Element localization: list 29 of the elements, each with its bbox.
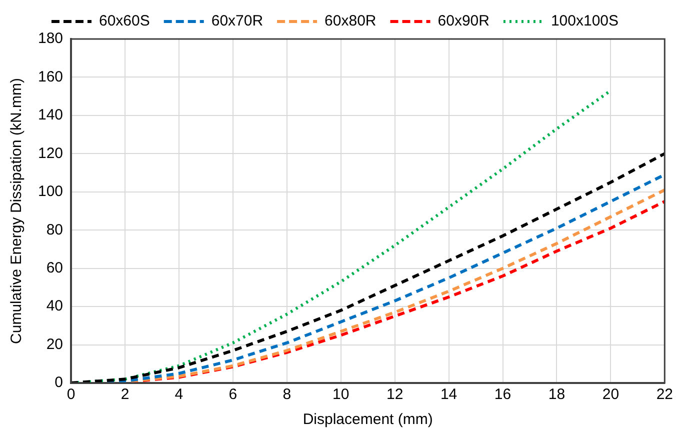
x-tick-label: 4 — [174, 386, 184, 404]
legend-label: 60x90R — [438, 12, 490, 30]
legend-label: 100x100S — [550, 12, 619, 30]
x-tick-label: 20 — [602, 386, 620, 404]
y-tick-label: 20 — [46, 336, 64, 353]
x-tick-label: 16 — [494, 386, 512, 404]
x-tick-label: 0 — [66, 386, 76, 404]
legend-label: 60x70R — [211, 12, 264, 30]
legend-label: 60x80R — [324, 12, 376, 30]
y-tick-label: 160 — [38, 68, 64, 86]
y-tick-label: 180 — [38, 30, 64, 48]
y-tick-label: 120 — [38, 144, 64, 162]
y-axis-title: Cumulative Energy Dissipation (kN.mm) — [8, 78, 26, 344]
legend-label: 60x60S — [98, 12, 150, 30]
x-axis-title: Displacement (mm) — [302, 411, 433, 428]
y-tick-label: 60 — [46, 259, 64, 276]
x-tick-label: 12 — [386, 386, 404, 404]
y-tick-label: 140 — [38, 106, 64, 124]
x-tick-label: 18 — [548, 386, 566, 404]
x-tick-label: 14 — [440, 386, 458, 404]
x-tick-label: 10 — [332, 386, 350, 404]
y-tick-label: 100 — [38, 183, 64, 200]
y-tick-label: 80 — [46, 221, 64, 238]
x-tick-label: 22 — [656, 386, 673, 404]
x-tick-label: 2 — [120, 386, 130, 404]
y-tick-label: 40 — [46, 298, 64, 315]
y-tick-label: 0 — [54, 374, 64, 392]
x-tick-label: 6 — [228, 386, 238, 404]
x-tick-label: 8 — [282, 386, 292, 404]
